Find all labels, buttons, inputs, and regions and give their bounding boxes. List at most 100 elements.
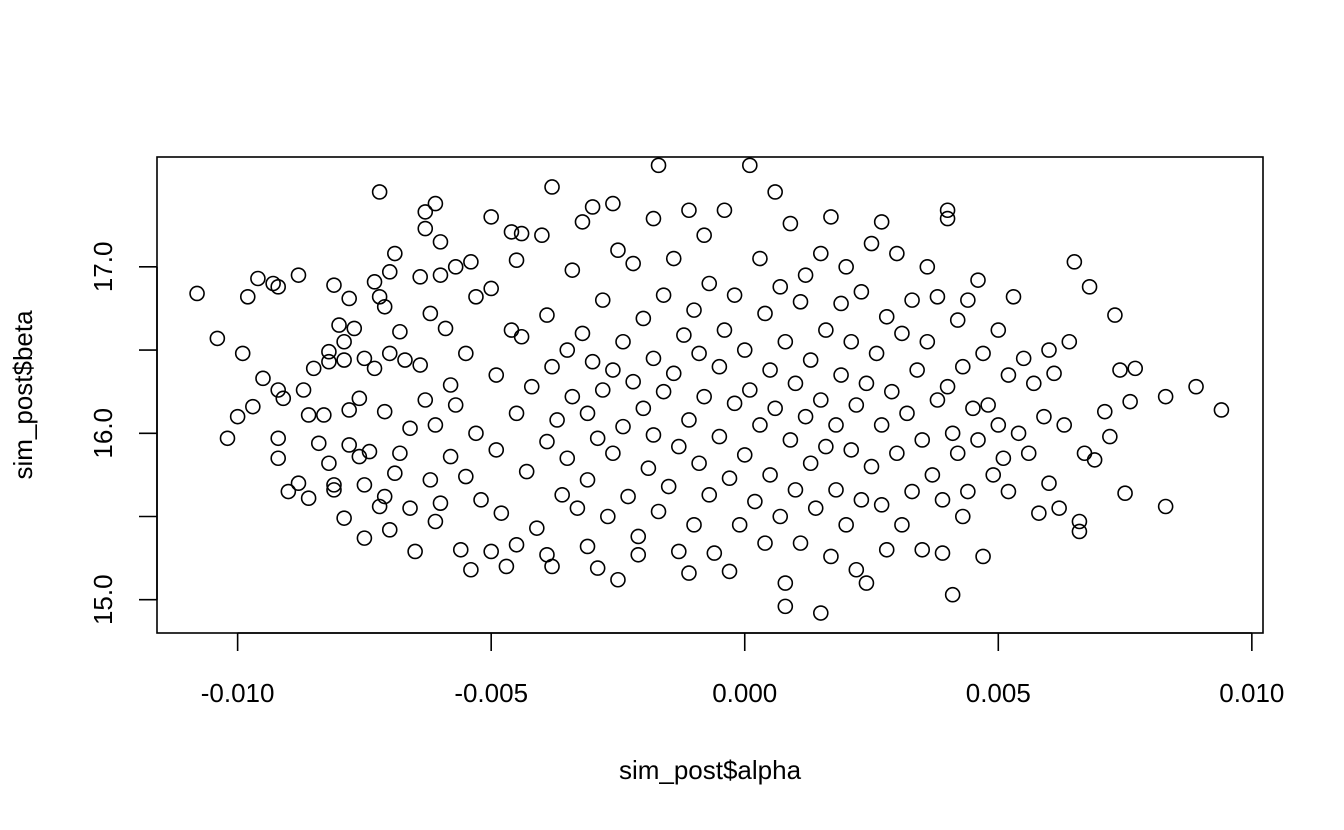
scatter-point xyxy=(894,517,910,533)
scatter-point xyxy=(939,202,956,219)
scatter-point xyxy=(331,317,347,333)
scatter-point xyxy=(356,530,373,546)
scatter-point xyxy=(1117,485,1133,502)
scatter-point xyxy=(483,543,499,560)
scatter-point xyxy=(387,465,403,482)
scatter-point xyxy=(792,535,809,551)
scatter-point xyxy=(655,287,672,303)
scatter-point xyxy=(1102,428,1118,445)
scatter-point xyxy=(696,388,712,405)
scatter-point xyxy=(1000,483,1017,500)
x-axis-title: sim_post$alpha xyxy=(619,755,802,785)
scatter-point xyxy=(326,277,342,293)
scatter-point xyxy=(366,274,383,290)
scatter-point xyxy=(615,418,631,435)
scatter-point xyxy=(701,275,718,292)
scatter-point xyxy=(336,333,352,350)
scatter-point xyxy=(417,220,434,237)
scatter-point xyxy=(1071,513,1088,530)
scatter-point xyxy=(493,505,510,521)
scatter-point xyxy=(341,290,357,307)
scatter-point xyxy=(341,402,357,418)
scatter-point xyxy=(219,430,236,447)
scatter-point xyxy=(660,478,677,495)
scatter-point xyxy=(742,157,758,174)
scatter-point xyxy=(716,322,733,338)
scatter-point xyxy=(376,403,393,420)
scatter-point xyxy=(777,333,794,350)
scatter-point xyxy=(412,357,428,373)
scatter-point xyxy=(848,561,865,578)
scatter-point xyxy=(944,586,961,603)
scatter-point xyxy=(731,517,748,533)
scatter-point xyxy=(676,327,692,343)
scatter-point xyxy=(371,288,388,305)
scatter-point xyxy=(513,225,530,242)
scatter-point xyxy=(954,508,971,525)
scatter-point xyxy=(736,342,753,358)
scatter-point xyxy=(321,353,337,370)
scatter-point xyxy=(812,392,829,408)
scatter-point xyxy=(823,548,839,565)
scatter-point xyxy=(1157,388,1174,405)
scatter-point xyxy=(1051,500,1067,516)
scatter-point xyxy=(995,450,1012,467)
scatter-point xyxy=(1036,408,1052,425)
scatter-point xyxy=(883,383,900,400)
scatter-point xyxy=(427,513,444,530)
scatter-point xyxy=(361,443,378,460)
scatter-point xyxy=(696,227,712,244)
scatter-point xyxy=(245,398,261,415)
scatter-point xyxy=(458,345,474,362)
scatter-point xyxy=(873,214,890,230)
scatter-point xyxy=(615,333,631,350)
scatter-point xyxy=(889,445,905,462)
scatter-point xyxy=(980,397,996,413)
scatter-point xyxy=(381,345,398,362)
scatter-point xyxy=(270,430,287,447)
scatter-point xyxy=(838,517,854,533)
scatter-point xyxy=(975,345,991,362)
scatter-point xyxy=(584,199,601,215)
scatter-point xyxy=(777,575,794,591)
scatter-point xyxy=(270,450,287,467)
scatter-point xyxy=(681,202,697,219)
scatter-point xyxy=(397,352,413,368)
scatter-point xyxy=(899,405,915,422)
scatter-point xyxy=(387,245,403,262)
scatter-point xyxy=(1041,475,1057,492)
scatter-point xyxy=(1112,362,1128,378)
scatter-point xyxy=(625,373,641,390)
scatter-point xyxy=(858,575,875,591)
scatter-point xyxy=(904,292,920,308)
scatter-point xyxy=(508,252,525,268)
scatter-point xyxy=(265,275,281,292)
scatter-point xyxy=(691,345,707,362)
scatter-point xyxy=(752,417,768,433)
scatter-point xyxy=(574,214,591,230)
y-axis: 15.0 16.0 17.0 xyxy=(88,242,158,625)
scatter-point xyxy=(564,262,581,278)
scatter-point xyxy=(960,292,976,308)
scatter-point xyxy=(250,270,266,287)
scatter-point xyxy=(1061,333,1078,350)
scatter-point xyxy=(544,179,560,195)
scatter-point xyxy=(346,320,363,337)
scatter-point xyxy=(929,288,946,305)
scatter-point xyxy=(544,558,560,575)
scatter-point xyxy=(336,352,352,368)
scatter-point xyxy=(782,432,799,448)
scatter-point xyxy=(529,520,545,536)
scatter-point xyxy=(1086,452,1103,468)
y-axis-title: sim_post$beta xyxy=(8,310,38,480)
scatter-point xyxy=(701,487,718,503)
scatter-point xyxy=(305,360,322,377)
scatter-point xyxy=(326,482,342,498)
scatter-point xyxy=(954,358,971,375)
scatter-point xyxy=(442,448,459,465)
scatter-point xyxy=(463,254,479,270)
scatter-point xyxy=(275,390,292,407)
scatter-point xyxy=(513,328,530,345)
scatter-point xyxy=(371,498,388,515)
scatter-point xyxy=(939,378,956,395)
